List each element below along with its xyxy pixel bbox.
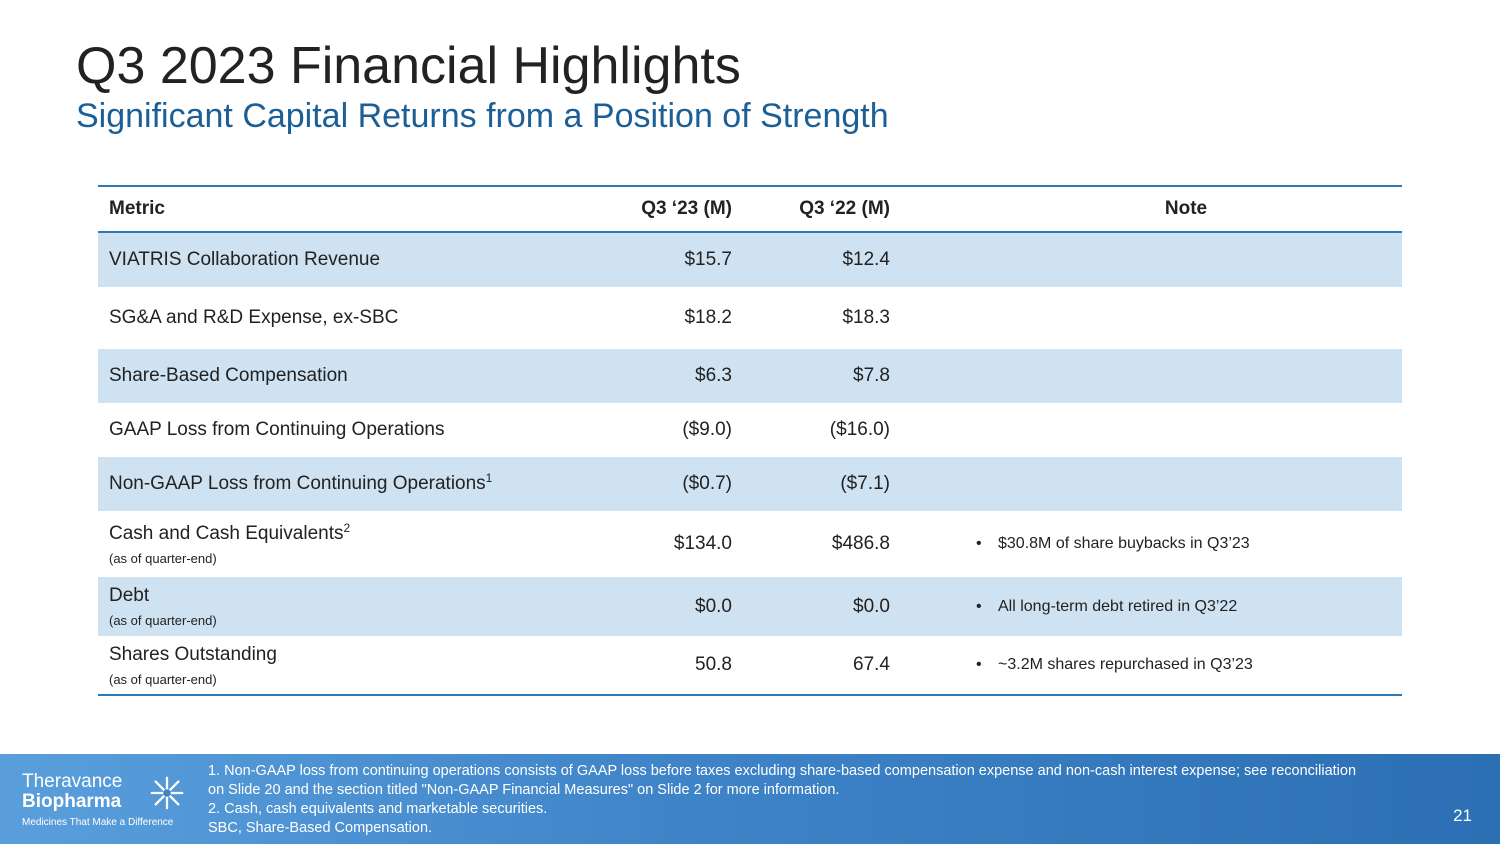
- metric-label: Cash and Cash Equivalents2 (as of quarter…: [98, 520, 576, 566]
- note-cell: • All long-term debt retired in Q3’22: [890, 598, 1402, 616]
- logo-wordmark-line2: Biopharma: [22, 791, 122, 812]
- q3-23-value: $134.0: [673, 533, 732, 554]
- q3-22-value: $7.8: [853, 365, 890, 386]
- logo-wordmark-line1: Theravance: [22, 771, 123, 792]
- metric-text: Non-GAAP Loss from Continuing Operations: [109, 473, 486, 494]
- q3-22-value: 67.4: [853, 654, 890, 675]
- note-text: ~3.2M shares repurchased in Q3’23: [998, 656, 1253, 673]
- header-metric: Metric: [109, 198, 165, 219]
- q3-22-value: $18.3: [842, 307, 890, 328]
- theravance-logo: Theravance Biopharma Medicines That Make…: [22, 772, 192, 834]
- table-row: SG&A and R&D Expense, ex-SBC $18.2 $18.3: [98, 287, 1402, 349]
- slide-title: Q3 2023 Financial Highlights: [76, 37, 741, 95]
- q3-22-value: $0.0: [853, 595, 890, 617]
- q3-23-value: $15.7: [684, 249, 732, 270]
- q3-23-value: $0.0: [695, 595, 732, 617]
- starburst-logo-icon: [150, 776, 184, 810]
- metric-text: Cash and Cash Equivalents: [109, 522, 344, 544]
- bullet: •: [976, 656, 982, 673]
- note-cell: • ~3.2M shares repurchased in Q3’23: [890, 656, 1402, 674]
- footnote-line: on Slide 20 and the section titled "Non-…: [208, 782, 840, 798]
- q3-23-value: ($9.0): [682, 419, 732, 440]
- table-row: Share-Based Compensation $6.3 $7.8: [98, 349, 1402, 403]
- q3-22-value: ($16.0): [829, 419, 890, 440]
- note-text: $30.8M of share buybacks in Q3’23: [998, 535, 1250, 552]
- metric-text: Debt: [109, 585, 150, 606]
- table-row: VIATRIS Collaboration Revenue $15.7 $12.…: [98, 233, 1402, 287]
- q3-22-value: $12.4: [842, 249, 890, 270]
- slide-subtitle: Significant Capital Returns from a Posit…: [76, 97, 889, 135]
- q3-22-value: ($7.1): [840, 473, 890, 494]
- metric-sublabel: (as of quarter-end): [109, 613, 217, 628]
- footnote-line: 1. Non-GAAP loss from continuing operati…: [208, 763, 1357, 779]
- metric-text: VIATRIS Collaboration Revenue: [109, 249, 381, 270]
- metric-sublabel: (as of quarter-end): [109, 671, 217, 687]
- table-row: Non-GAAP Loss from Continuing Operations…: [98, 457, 1402, 511]
- metric-text: SG&A and R&D Expense, ex-SBC: [109, 307, 399, 328]
- metric-label: SG&A and R&D Expense, ex-SBC: [98, 307, 576, 329]
- metric-text: Share-Based Compensation: [109, 365, 348, 386]
- metric-label: Debt (as of quarter-end): [98, 585, 576, 628]
- metric-label: Share-Based Compensation: [98, 365, 576, 387]
- footnote-line: 2. Cash, cash equivalents and marketable…: [208, 801, 548, 817]
- footer-bar: Theravance Biopharma Medicines That Make…: [0, 754, 1500, 844]
- metric-sublabel: (as of quarter-end): [109, 550, 217, 566]
- note-text: All long-term debt retired in Q3’22: [998, 597, 1238, 615]
- bullet: •: [976, 597, 982, 615]
- note-cell: • $30.8M of share buybacks in Q3’23: [890, 535, 1402, 553]
- q3-23-value: 50.8: [695, 654, 732, 675]
- logo-tagline: Medicines That Make a Difference: [22, 817, 174, 828]
- metric-text: Shares Outstanding: [109, 643, 277, 665]
- metric-label: Non-GAAP Loss from Continuing Operations…: [98, 471, 576, 495]
- table-header-row: Metric Q3 ‘23 (M) Q3 ‘22 (M) Note: [98, 187, 1402, 233]
- q3-23-value: $18.2: [684, 307, 732, 328]
- header-note: Note: [1164, 198, 1208, 219]
- financial-highlights-table: Metric Q3 ‘23 (M) Q3 ‘22 (M) Note VIATRI…: [98, 185, 1402, 696]
- table-row: GAAP Loss from Continuing Operations ($9…: [98, 403, 1402, 457]
- table-row: Shares Outstanding (as of quarter-end) 50…: [98, 636, 1402, 694]
- footnotes: 1. Non-GAAP loss from continuing operati…: [208, 762, 1458, 838]
- metric-label: VIATRIS Collaboration Revenue: [98, 249, 576, 271]
- header-q3-23: Q3 ‘23 (M): [641, 198, 732, 219]
- table-row: Cash and Cash Equivalents2 (as of quarter…: [98, 511, 1402, 577]
- footnote-line: SBC, Share-Based Compensation.: [208, 820, 433, 836]
- metric-text: GAAP Loss from Continuing Operations: [109, 419, 445, 440]
- metric-label: Shares Outstanding (as of quarter-end): [98, 644, 576, 687]
- q3-23-value: $6.3: [695, 365, 732, 386]
- footnote-marker: 2: [343, 520, 351, 535]
- bullet: •: [976, 535, 982, 552]
- header-q3-22: Q3 ‘22 (M): [799, 198, 890, 219]
- page-number: 21: [1453, 806, 1472, 825]
- q3-23-value: ($0.7): [682, 473, 732, 494]
- q3-22-value: $486.8: [831, 533, 890, 554]
- metric-label: GAAP Loss from Continuing Operations: [98, 419, 576, 441]
- table-row: Debt (as of quarter-end) $0.0 $0.0 • All l…: [98, 577, 1402, 636]
- footnote-marker: 1: [485, 471, 493, 485]
